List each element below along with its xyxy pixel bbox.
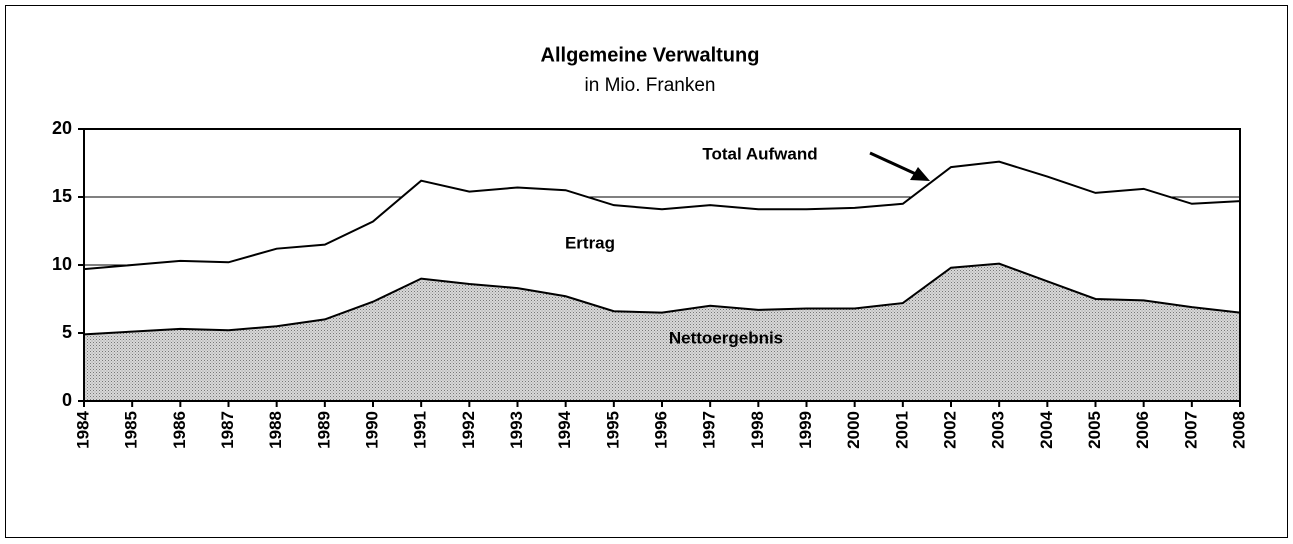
x-tick-label: 2001 [892,411,911,449]
x-tick-label: 1984 [73,410,92,448]
y-tick-label: 0 [62,390,72,410]
chart-subtitle: in Mio. Franken [585,75,716,96]
arrow-shaft [869,151,919,177]
x-tick-label: 1988 [266,411,285,449]
x-tick-label: 1985 [122,411,141,449]
chart-title: Allgemeine Verwaltung [541,44,760,66]
x-tick-label: 2002 [940,411,959,449]
x-tick-label: 2003 [989,411,1008,449]
line [83,160,1241,271]
x-tick-label: 1999 [796,411,815,449]
annotation: Nettoergebnis [669,328,783,347]
x-tick-label: 1997 [700,411,719,449]
annotation: Ertrag [565,233,615,252]
arrow-head [910,167,930,181]
x-tick-label: 2000 [844,411,863,449]
x-tick-label: 1990 [362,411,381,449]
x-tick-label: 1995 [603,411,622,449]
y-tick-label: 5 [62,322,72,342]
x-tick-label: 1986 [170,411,189,449]
x-tick-label: 2007 [1181,411,1200,449]
y-tick-label: 20 [52,118,72,138]
x-tick-label: 2006 [1133,411,1152,449]
line [83,262,1241,336]
area [84,263,1240,401]
y-tick-label: 15 [52,186,72,206]
x-tick-label: 2008 [1229,411,1248,449]
x-tick-label: 1989 [314,411,333,449]
x-tick-label: 1996 [651,411,670,449]
x-tick-label: 2004 [1037,410,1056,448]
x-tick-label: 2005 [1085,411,1104,449]
y-tick-label: 10 [52,254,72,274]
annotation: Total Aufwand [702,144,817,163]
x-tick-label: 1994 [555,410,574,448]
x-tick-label: 1991 [411,411,430,449]
x-tick-label: 1998 [748,411,767,449]
x-tick-label: 1993 [507,411,526,449]
x-tick-label: 1987 [218,411,237,449]
x-tick-label: 1992 [459,411,478,449]
